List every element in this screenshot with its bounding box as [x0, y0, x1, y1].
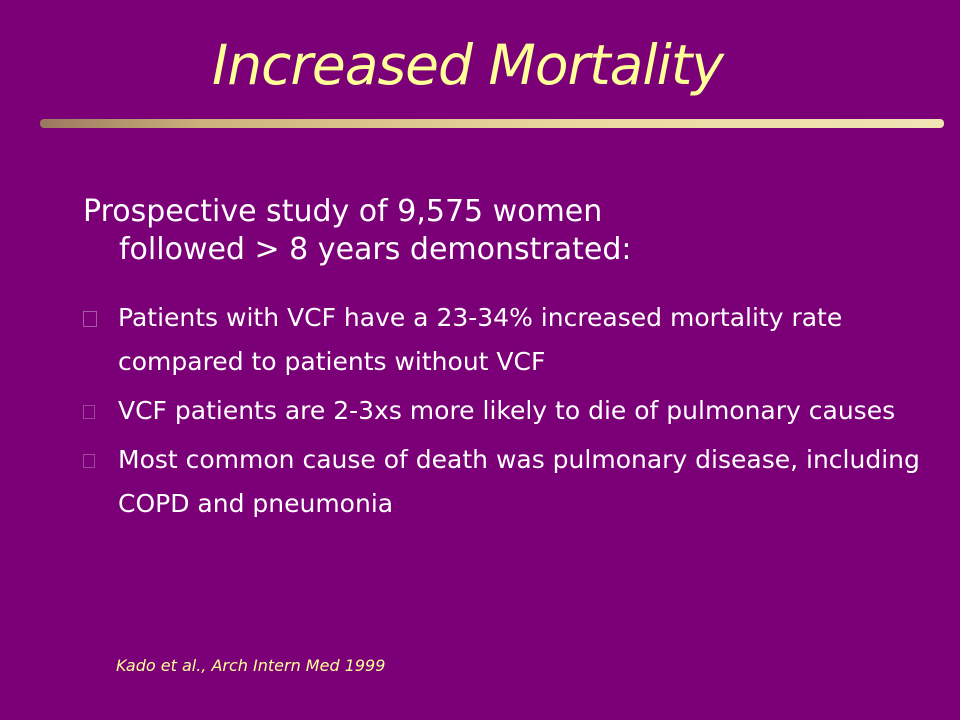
intro-line-2: followed > 8 years demonstrated: [119, 232, 632, 267]
intro-statement: Prospective study of 9,575 women followe… [83, 193, 903, 269]
square-bullet-icon [83, 311, 97, 327]
citation: Kado et al., Arch Intern Med 1999 [116, 656, 386, 675]
intro-line-1: Prospective study of 9,575 women [83, 194, 603, 229]
bullet-item-increased-mortality: Patients with VCF have a 23-34% increase… [83, 296, 923, 384]
bullet-text: Patients with VCF have a 23-34% increase… [118, 303, 843, 376]
square-bullet-icon [83, 454, 95, 468]
bullet-text: Most common cause of death was pulmonary… [118, 445, 920, 518]
bullet-item-common-cause: Most common cause of death was pulmonary… [83, 438, 923, 526]
square-bullet-icon [83, 405, 95, 419]
bullet-text: VCF patients are 2-3xs more likely to di… [118, 396, 896, 425]
title-underline-divider [40, 119, 944, 128]
bullet-item-pulmonary-causes: VCF patients are 2-3xs more likely to di… [83, 389, 923, 433]
slide-title: Increased Mortality [212, 33, 724, 97]
bullet-list: Patients with VCF have a 23-34% increase… [83, 296, 923, 531]
